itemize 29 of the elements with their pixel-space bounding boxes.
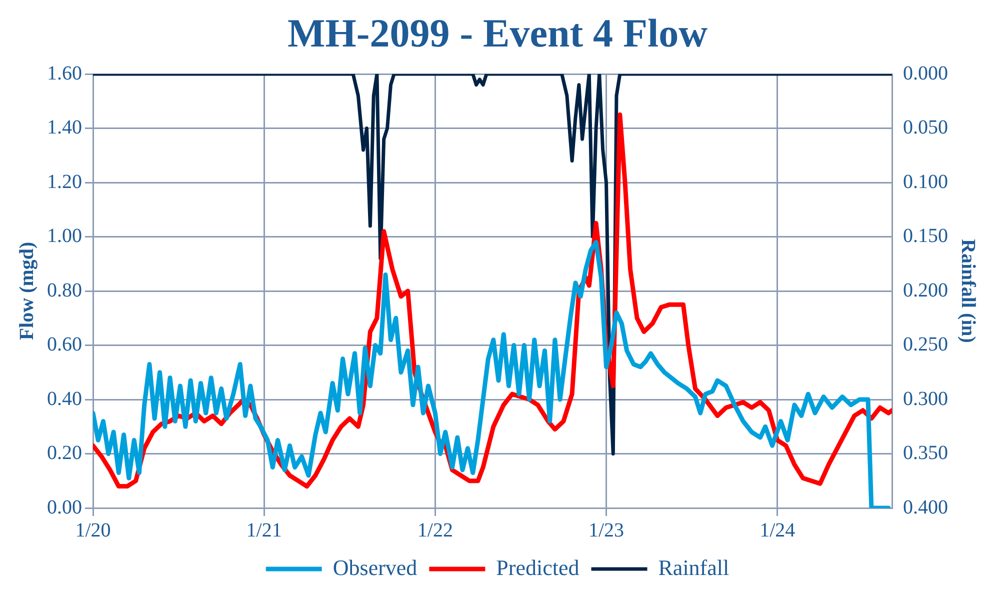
y2-axis-title: Rainfall (in)	[956, 239, 979, 343]
y-tick-label: 0.40	[47, 388, 82, 410]
y2-tick-label: 0.150	[903, 225, 948, 247]
y-axis-title: Flow (mgd)	[16, 242, 38, 340]
y-tick-label: 0.00	[47, 496, 82, 518]
y-tick-label: 1.60	[47, 62, 82, 84]
y2-tick-label: 0.200	[903, 279, 948, 302]
y2-tick-label: 0.350	[903, 442, 948, 464]
y-tick-label: 1.00	[47, 225, 82, 247]
y-tick-label: 0.60	[47, 334, 82, 356]
x-tick-label: 1/22	[417, 519, 453, 542]
x-tick-label: 1/24	[760, 519, 796, 542]
y2-tick-label: 0.300	[903, 388, 948, 410]
legend-label: Observed	[332, 554, 418, 580]
y2-tick-label: 0.100	[903, 170, 948, 193]
y-tick-label: 0.20	[47, 442, 82, 464]
legend-label: Rainfall	[658, 554, 730, 580]
y-tick-label: 1.20	[47, 170, 82, 193]
x-tick-label: 1/23	[588, 519, 624, 542]
x-tick-label: 1/20	[75, 519, 111, 542]
y2-tick-label: 0.400	[903, 496, 948, 518]
y2-tick-label: 0.000	[903, 62, 948, 84]
x-tick-label: 1/21	[246, 519, 282, 542]
legend-label: Predicted	[496, 554, 580, 580]
y-tick-label: 0.80	[47, 279, 82, 302]
chart-title: MH-2099 - Event 4 Flow	[288, 10, 708, 56]
y-tick-label: 1.40	[47, 116, 82, 138]
y2-tick-label: 0.250	[903, 334, 948, 356]
y2-tick-label: 0.050	[903, 116, 948, 138]
